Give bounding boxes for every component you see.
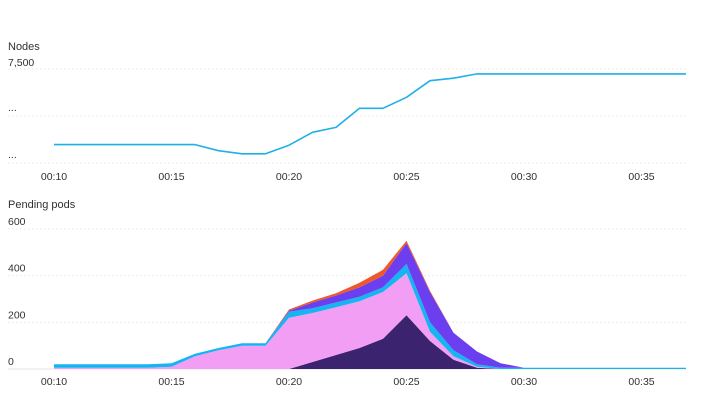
- pending-pods-x-tick-label: 00:25: [393, 376, 419, 388]
- pending-pods-chart-title: Pending pods: [8, 199, 76, 211]
- nodes-series: [54, 73, 686, 155]
- pending-pods-y-tick-label: 600: [8, 216, 26, 228]
- nodes-gridlines: [8, 68, 686, 164]
- pending-pods-x-axis: 00:10 00:15 00:20 00:25 00:30 00:35: [41, 376, 655, 388]
- pending-pods-x-tick-label: 00:30: [511, 376, 537, 388]
- pending-pods-x-tick-label: 00:15: [158, 376, 184, 388]
- pending-pods-y-tick-label: 400: [8, 263, 26, 275]
- nodes-y-tick-label: 7,500: [8, 57, 34, 69]
- pending-pods-x-tick-label: 00:35: [628, 376, 654, 388]
- nodes-chart-title: Nodes: [8, 41, 40, 53]
- pending-pods-x-tick-label: 00:20: [276, 376, 302, 388]
- nodes-x-tick-label: 00:30: [511, 171, 537, 183]
- nodes-y-axis: 7,500......: [8, 57, 34, 161]
- nodes-x-tick-label: 00:35: [628, 171, 654, 183]
- nodes-chart: Nodes 7,500...... 00:10 00:15 00:20 00:25 00…: [8, 41, 686, 183]
- pending-pods-y-tick-label: 0: [8, 356, 14, 368]
- pending-pods-x-tick-label: 00:10: [41, 376, 67, 388]
- pending-pods-area-1: [54, 315, 686, 369]
- nodes-x-axis: 00:10 00:15 00:20 00:25 00:30 00:35: [41, 171, 655, 183]
- nodes-line: [54, 73, 686, 155]
- nodes-x-tick-label: 00:25: [393, 171, 419, 183]
- pending-pods-y-axis: 600 400 200 0: [8, 216, 26, 368]
- nodes-x-tick-label: 00:15: [158, 171, 184, 183]
- nodes-y-tick-label: ...: [8, 102, 17, 114]
- pending-pods-y-tick-label: 200: [8, 309, 26, 321]
- nodes-y-tick-label: ...: [8, 149, 17, 161]
- pending-pods-series: [54, 240, 686, 369]
- nodes-x-tick-label: 00:10: [41, 171, 67, 183]
- pending-pods-area-2: [54, 273, 686, 369]
- nodes-x-tick-label: 00:20: [276, 171, 302, 183]
